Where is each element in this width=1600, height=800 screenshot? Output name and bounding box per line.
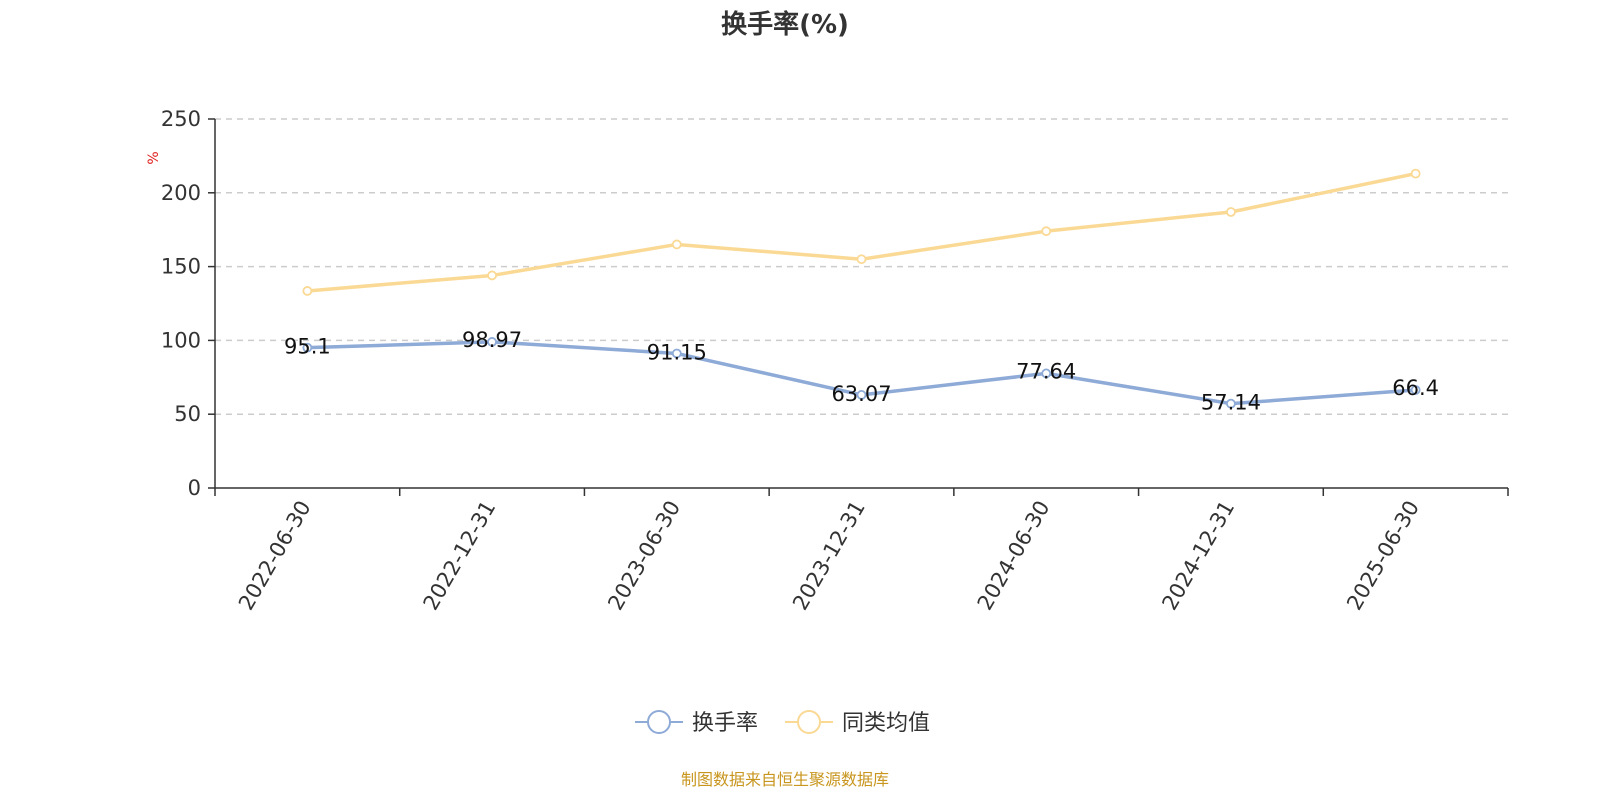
y-axis-unit: % bbox=[146, 151, 162, 164]
x-tick-label: 2023-12-31 bbox=[788, 497, 870, 615]
data-point bbox=[1041, 368, 1052, 379]
series-lines bbox=[305, 171, 1418, 406]
data-label: 95.1 bbox=[284, 335, 331, 359]
legend: 换手率 同类均值 bbox=[635, 710, 930, 736]
axes bbox=[208, 118, 1509, 496]
data-point bbox=[671, 348, 682, 359]
data-point bbox=[487, 270, 497, 281]
data-label: 98.97 bbox=[462, 328, 522, 352]
legend-marker bbox=[647, 710, 671, 734]
data-label: 63.07 bbox=[831, 382, 891, 406]
data-label: 77.64 bbox=[1016, 359, 1076, 383]
data-point bbox=[1410, 385, 1421, 395]
legend-label: 同类均值 bbox=[842, 711, 930, 736]
legend-marker bbox=[797, 710, 821, 734]
data-label: 66.4 bbox=[1392, 376, 1439, 400]
data-label: 57.14 bbox=[1201, 391, 1261, 415]
series-line-1 bbox=[305, 171, 1418, 293]
y-tick-label: 100 bbox=[161, 328, 201, 352]
data-point bbox=[302, 342, 313, 353]
data-point bbox=[1226, 207, 1236, 217]
x-tick-label: 2024-06-30 bbox=[973, 497, 1055, 615]
y-tick-label: 150 bbox=[161, 255, 201, 279]
chart-title: 换手率(%) bbox=[721, 9, 849, 40]
data-point bbox=[1226, 398, 1236, 409]
y-tick-label: 200 bbox=[161, 181, 201, 205]
data-point bbox=[856, 390, 867, 400]
x-tick-label: 2022-06-30 bbox=[234, 497, 316, 615]
data-labels: 95.1 98.97 91.15 63.07 77.64 57.14 66.4 bbox=[284, 328, 1439, 415]
y-tick-label: 0 bbox=[188, 476, 201, 500]
data-point bbox=[856, 254, 867, 265]
data-point bbox=[1410, 168, 1421, 179]
data-label: 91.15 bbox=[647, 340, 707, 364]
series-points bbox=[302, 168, 1421, 409]
y-tick-label: 50 bbox=[174, 402, 201, 426]
x-tick-labels: 2022-06-30 2022-12-31 2023-06-30 2023-12-31… bbox=[234, 496, 1424, 614]
data-point bbox=[487, 337, 497, 347]
data-point bbox=[302, 286, 313, 296]
x-tick-label: 2023-06-30 bbox=[603, 497, 685, 615]
data-point bbox=[671, 239, 682, 250]
data-point bbox=[1041, 226, 1052, 237]
grid-lines bbox=[215, 118, 1508, 415]
y-tick-labels: 0 50 100 150 200 250 bbox=[161, 107, 201, 500]
source-note: 制图数据来自恒生聚源数据库 bbox=[681, 770, 889, 789]
x-tick-label: 2022-12-31 bbox=[419, 496, 501, 614]
legend-label: 换手率 bbox=[692, 711, 758, 736]
y-tick-label: 250 bbox=[161, 107, 201, 131]
x-tick-label: 2025-06-30 bbox=[1342, 497, 1424, 615]
x-tick-label: 2024-12-31 bbox=[1157, 497, 1239, 615]
